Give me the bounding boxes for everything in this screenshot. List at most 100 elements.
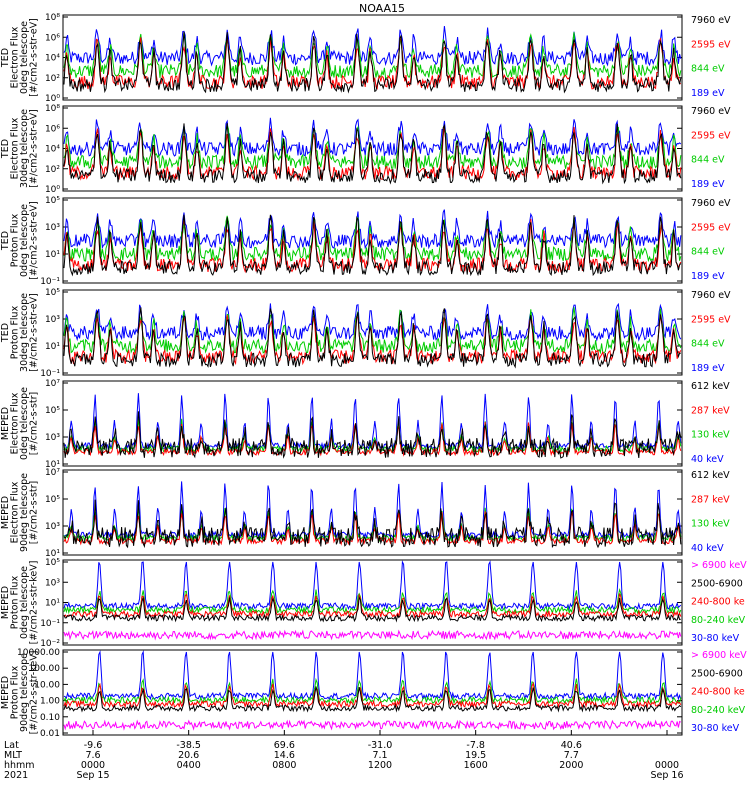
y-axis-label-line: [#/cm2-s-str-keV] — [29, 561, 40, 645]
legend-entry: 189 eV — [691, 88, 725, 99]
series-trace — [63, 307, 681, 369]
series-trace — [63, 411, 682, 459]
legend-entry: 240-800 ke — [691, 687, 745, 698]
y-axis-label-line: [#/cm2-s-str] — [29, 481, 40, 544]
y-tick-label: 10⁻² — [40, 639, 60, 649]
legend-entry: 287 keV — [691, 494, 730, 505]
series-trace — [63, 560, 682, 611]
x-tick-label: 7.7 — [564, 750, 579, 761]
y-axis-label-line: MEPED — [0, 676, 11, 709]
x-tick-label: 20.6 — [178, 750, 199, 761]
legend-entry: 80-240 keV — [691, 615, 746, 626]
panel-frame — [62, 559, 683, 646]
y-axis-label-line: MEPED — [0, 496, 11, 529]
legend-entry: > 6900 keV — [691, 650, 747, 661]
legend-entry: 612 keV — [691, 470, 730, 481]
y-tick-label: 10⁰ — [45, 185, 60, 195]
legend-entry: 240-800 ke — [691, 597, 745, 608]
series-trace — [63, 215, 682, 263]
x-tick-label: 7.1 — [372, 750, 387, 761]
series-trace — [63, 31, 682, 94]
y-tick-label: 10⁸ — [45, 13, 60, 23]
y-tick-label: 10⁶ — [45, 124, 60, 134]
y-axis-label-line: 0deg telescope — [19, 566, 30, 639]
series-trace — [63, 32, 682, 80]
y-tick-label: 10³ — [45, 522, 60, 532]
x-tick-label: 1200 — [368, 760, 392, 771]
y-axis-label-line: 0deg telescope — [19, 387, 30, 460]
y-axis-label-line: MEPED — [0, 407, 11, 440]
y-tick-label: 10⁷ — [45, 468, 60, 478]
legend-entry: 844 eV — [691, 339, 725, 350]
chart-title: NOAA15 — [359, 2, 405, 15]
series-trace — [63, 686, 682, 713]
x-tick-label: 0400 — [177, 760, 201, 771]
y-axis-label-line: [#/cm2-s-str-eV] — [29, 293, 40, 372]
y-tick-label: 10⁸ — [45, 104, 60, 114]
y-axis-label-line: Electron Flux — [10, 117, 21, 179]
x-tick-label: 7.6 — [85, 750, 100, 761]
y-axis-label-line: [#/cm2-s-str-keV] — [29, 651, 40, 735]
legend-entry: > 6900 keV — [691, 560, 747, 571]
y-tick-label: 10⁷ — [45, 379, 60, 389]
legend-entry: 130 keV — [691, 430, 730, 441]
x-tick-label: Sep 15 — [76, 770, 109, 781]
y-axis-label-line: Proton Flux — [10, 665, 21, 719]
legend-entry: 189 eV — [691, 271, 725, 282]
series-trace — [63, 593, 682, 619]
series-trace — [63, 123, 682, 185]
legend-entry: 7960 eV — [691, 198, 731, 209]
legend-entry: 80-240 keV — [691, 705, 746, 716]
y-tick-label: 1.00 — [40, 697, 60, 707]
legend-entry: 189 eV — [691, 363, 725, 374]
x-tick-label: 69.6 — [274, 740, 295, 751]
y-axis-label-line: Proton Flux — [10, 213, 21, 267]
legend-entry: 2595 eV — [691, 39, 731, 50]
y-axis-label-line: Electron Flux — [10, 392, 21, 454]
y-tick-label: 10³ — [45, 223, 60, 233]
series-trace — [63, 117, 682, 157]
y-tick-label: 10⁴ — [45, 54, 60, 64]
legend-entry: 189 eV — [691, 179, 725, 190]
y-tick-label: 10⁵ — [45, 288, 60, 298]
x-tick-label: 14.6 — [274, 750, 295, 761]
x-tick-label: 1600 — [464, 760, 488, 771]
y-tick-label: 10² — [45, 74, 60, 84]
y-tick-label: 10¹ — [45, 250, 60, 260]
y-tick-label: 10⁵ — [45, 558, 60, 568]
y-axis-label-line: Electron Flux — [10, 481, 21, 543]
y-axis-label-line: 0deg telescope — [19, 21, 30, 94]
y-tick-label: 10³ — [45, 578, 60, 588]
x-tick-label: -7.8 — [466, 740, 485, 751]
series-trace — [63, 214, 682, 277]
legend-entry: 40 keV — [691, 543, 724, 554]
y-tick-label: 10¹ — [45, 342, 60, 352]
y-axis-label-line: Proton Flux — [10, 575, 21, 629]
legend-entry: 7960 eV — [691, 290, 731, 301]
x-row-label: 2021 — [4, 770, 28, 781]
y-tick-label: 10³ — [45, 315, 60, 325]
y-tick-label: 100.00 — [29, 664, 61, 674]
y-tick-label: 10⁶ — [45, 33, 60, 43]
series-trace — [63, 209, 682, 250]
y-tick-label: 10⁵ — [45, 495, 60, 505]
y-axis-label-line: 90deg telescope — [19, 653, 30, 732]
y-axis-label-line: TED — [0, 231, 11, 251]
y-axis-label-line: TED — [0, 323, 11, 343]
legend-entry: 2595 eV — [691, 314, 731, 325]
y-axis-label-line: TED — [0, 139, 11, 159]
y-tick-label: 10¹ — [45, 599, 60, 609]
y-tick-label: 10⁴ — [45, 145, 60, 155]
series-trace — [63, 421, 682, 457]
legend-entry: 2595 eV — [691, 222, 731, 233]
x-tick-label: -31.0 — [368, 740, 393, 751]
series-trace — [63, 719, 682, 731]
panel-frame — [62, 105, 683, 192]
legend-entry: 7960 eV — [691, 15, 731, 26]
